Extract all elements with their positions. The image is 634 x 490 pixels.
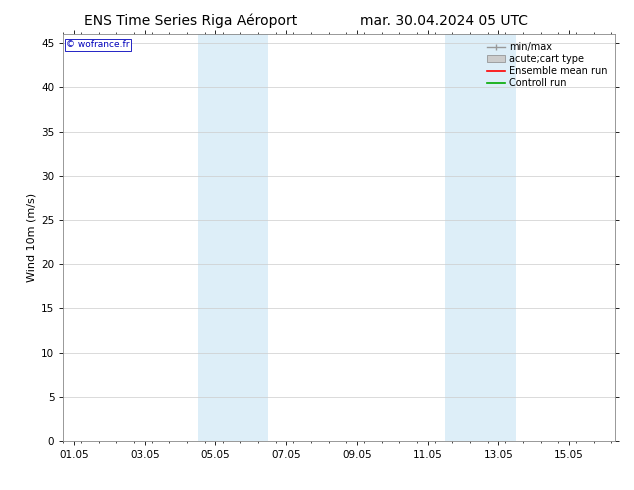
Text: mar. 30.04.2024 05 UTC: mar. 30.04.2024 05 UTC xyxy=(360,14,527,28)
Text: © wofrance.fr: © wofrance.fr xyxy=(66,40,130,49)
Legend: min/max, acute;cart type, Ensemble mean run, Controll run: min/max, acute;cart type, Ensemble mean … xyxy=(484,39,610,91)
Bar xyxy=(233,34,268,441)
Bar xyxy=(198,34,233,441)
Y-axis label: Wind 10m (m/s): Wind 10m (m/s) xyxy=(27,193,37,282)
Bar xyxy=(445,34,481,441)
Bar xyxy=(481,34,516,441)
Text: ENS Time Series Riga Aéroport: ENS Time Series Riga Aéroport xyxy=(84,14,297,28)
